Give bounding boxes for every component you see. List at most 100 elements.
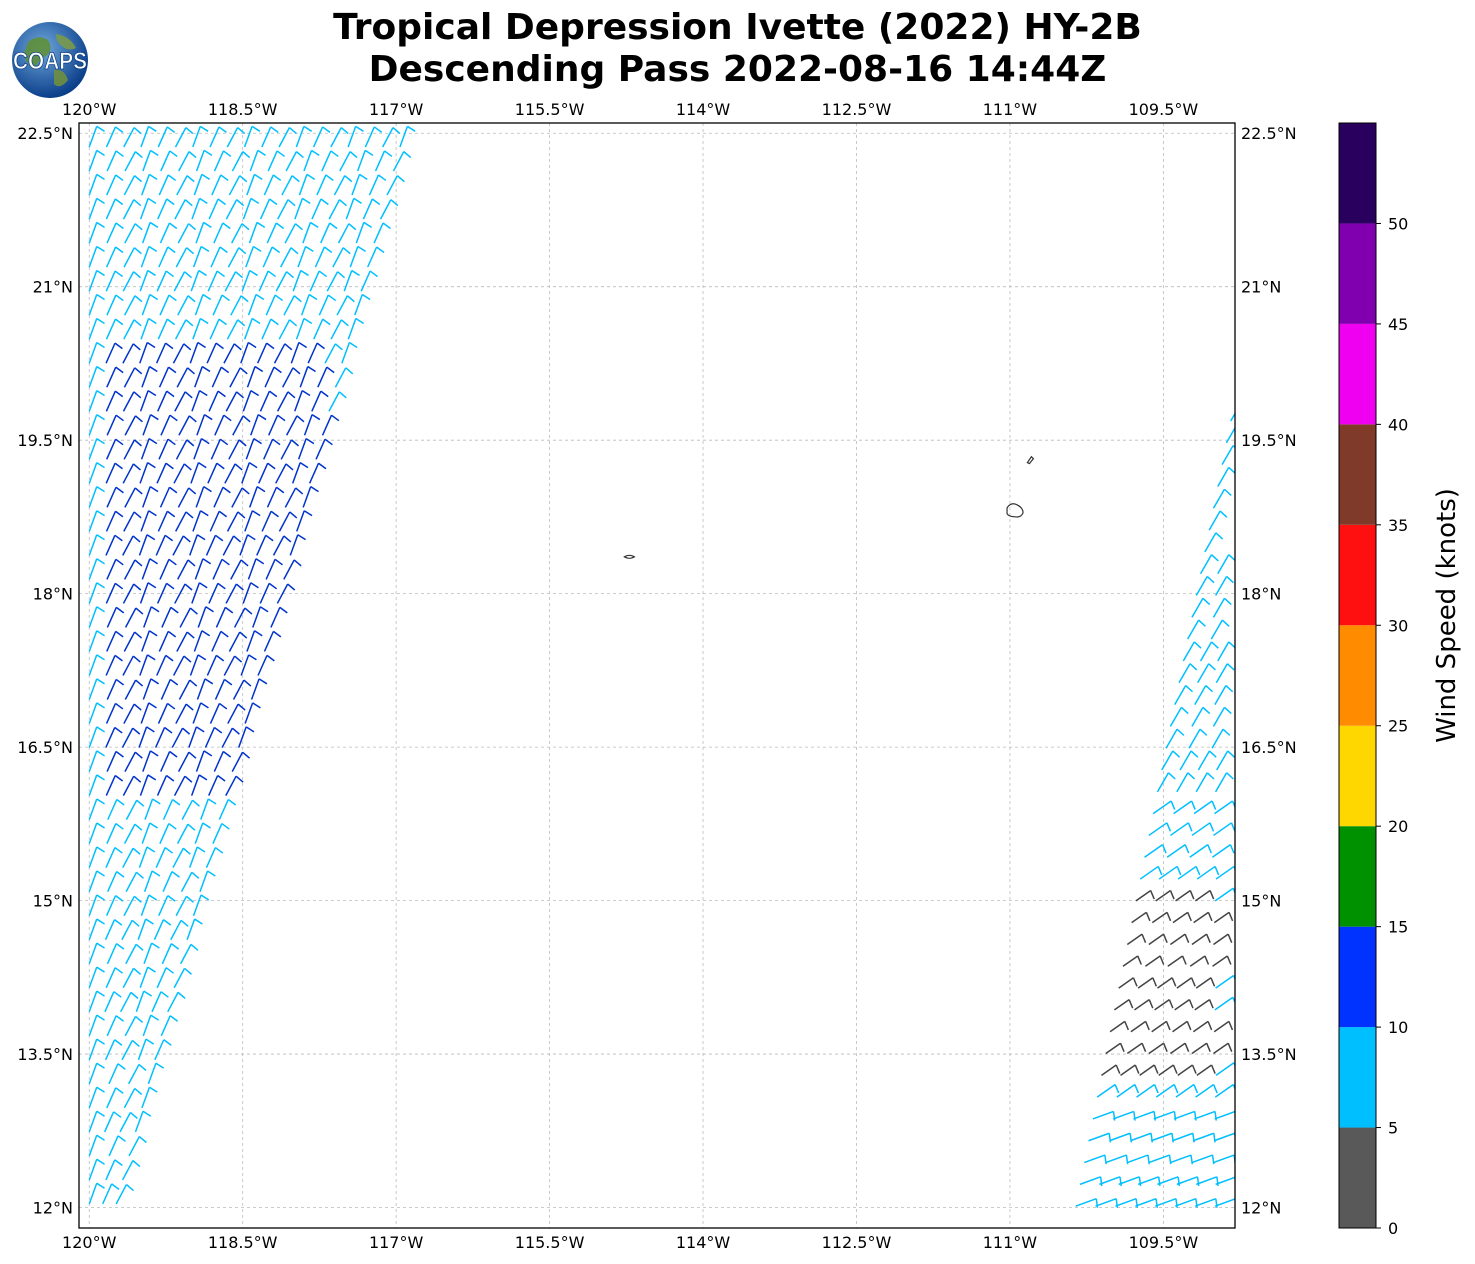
wind-barb [204, 726, 223, 748]
wind-barb [174, 583, 193, 604]
wind-barb [1214, 1083, 1235, 1098]
wind-barb [176, 175, 195, 196]
wind-barb [229, 367, 248, 388]
wind-barb [1212, 955, 1232, 967]
lat-tick-label-right: 22.5°N [1241, 124, 1297, 143]
colorbar-label: Wind Speed (knots) [1432, 488, 1462, 743]
wind-barb [160, 150, 178, 172]
wind-barb [1173, 1110, 1197, 1121]
wind-barb [243, 317, 261, 340]
wind-barb [241, 269, 258, 292]
wind-barb [1079, 1176, 1103, 1187]
wind-barb [278, 319, 298, 340]
wind-barb [167, 991, 186, 1013]
wind-barb [156, 582, 175, 604]
wind-barb [242, 197, 260, 220]
wind-barbs-layer [88, 123, 1235, 1208]
wind-barb [245, 245, 262, 268]
wind-barb [173, 271, 193, 292]
wind-barb [311, 390, 329, 412]
wind-barb [1174, 998, 1194, 1011]
wind-barb [88, 1038, 105, 1061]
colorbar-tick-label: 5 [1388, 1119, 1398, 1138]
wind-barb [242, 389, 260, 412]
wind-barb [143, 942, 160, 965]
wind-barb [88, 726, 105, 748]
wind-barb [273, 343, 293, 364]
wind-barb [141, 293, 159, 316]
wind-barb [218, 798, 237, 820]
wind-barb [106, 1087, 124, 1109]
wind-barb [191, 197, 208, 220]
wind-barb [124, 679, 144, 700]
wind-barb [88, 702, 105, 724]
wind-barb [360, 270, 379, 292]
wind-barb [1214, 800, 1235, 815]
wind-barb [1234, 532, 1235, 553]
wind-barb [1234, 663, 1235, 684]
wind-barb [399, 125, 416, 148]
wind-barb [1130, 1020, 1150, 1033]
wind-barb [291, 462, 309, 484]
lat-tick-label-left: 21°N [33, 278, 73, 297]
wind-barb [228, 631, 248, 652]
wind-barb [1175, 889, 1195, 902]
wind-barb [121, 1159, 141, 1181]
wind-barb [277, 199, 296, 220]
colorbar-bin [1339, 725, 1376, 827]
lon-tick-label-top: 115.5°W [515, 100, 585, 119]
wind-barb [186, 918, 203, 940]
wind-barb [142, 413, 159, 436]
wind-barb [1211, 844, 1235, 858]
wind-barb [1213, 822, 1235, 837]
wind-barb [232, 415, 251, 436]
wind-barb [156, 654, 174, 676]
wind-barb [231, 223, 250, 244]
wind-barb [356, 149, 374, 172]
wind-barb [263, 174, 282, 196]
wind-barb [1139, 865, 1163, 880]
wind-barb [172, 535, 191, 556]
wind-barb [1144, 955, 1165, 967]
wind-barb [1234, 1132, 1235, 1142]
wind-barb [105, 895, 124, 917]
colorbar-bin [1339, 826, 1376, 927]
wind-barb [1234, 865, 1235, 880]
wind-barb [314, 246, 333, 268]
wind-barb [321, 414, 340, 436]
wind-barb [196, 413, 213, 436]
wind-barb [225, 199, 245, 220]
wind-barb [160, 1015, 179, 1037]
wind-barb [139, 582, 157, 604]
lon-tick-label-bottom: 120°W [62, 1233, 117, 1252]
wind-barb [230, 295, 249, 316]
wind-barb [1217, 554, 1235, 575]
wind-barb [330, 127, 349, 148]
colorbar-bin [1339, 926, 1376, 1028]
wind-barb [173, 775, 193, 796]
wind-barb [1191, 1154, 1215, 1165]
wind-barb [1194, 684, 1214, 705]
wind-barb [88, 125, 105, 148]
wind-barb [106, 294, 124, 316]
wind-barb [156, 774, 175, 796]
wind-barb [175, 247, 195, 268]
wind-barb [1213, 1020, 1234, 1033]
wind-barb [156, 967, 174, 989]
wind-barb [258, 462, 276, 484]
wind-barb [140, 894, 158, 916]
wind-barb [303, 413, 321, 436]
wind-barb [144, 798, 161, 820]
lon-tick-label-top: 111°W [983, 100, 1038, 119]
wind-barb [181, 799, 200, 820]
wind-barb [104, 1039, 123, 1061]
wind-barb [1234, 379, 1235, 400]
lat-tick-label-right: 16.5°N [1241, 738, 1297, 757]
wind-barb [88, 798, 105, 820]
wind-barb [258, 270, 277, 292]
wind-barb [330, 319, 349, 340]
wind-barb [159, 558, 177, 580]
wind-barb [1148, 1042, 1168, 1055]
wind-barb [195, 149, 213, 172]
wind-barb [176, 123, 189, 124]
